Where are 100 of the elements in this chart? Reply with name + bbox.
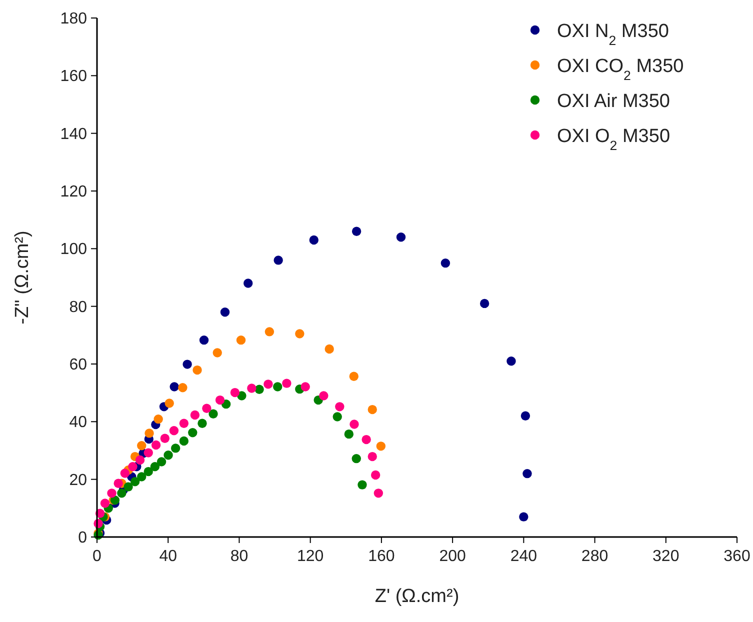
x-tick-label: 280 — [581, 548, 608, 565]
point — [332, 412, 342, 422]
y-tick-label: 100 — [60, 241, 88, 258]
x-tick-label: 80 — [230, 548, 248, 565]
point — [198, 418, 207, 428]
y-tick-label: 0 — [78, 530, 88, 546]
point — [368, 452, 377, 462]
y-tick-label: 60 — [69, 356, 88, 374]
point — [264, 327, 274, 336]
point — [169, 426, 179, 436]
point — [182, 360, 192, 369]
x-axis-title: Z' (Ω.cm²) — [374, 586, 460, 607]
point — [164, 398, 174, 408]
point — [264, 380, 273, 389]
point — [344, 429, 354, 439]
point — [300, 382, 310, 392]
point — [151, 440, 161, 450]
point — [324, 344, 334, 354]
point — [309, 235, 318, 245]
legend-label: OXI O$_{2}$ M350 — [557, 126, 670, 152]
point — [352, 226, 362, 236]
point — [282, 378, 292, 388]
point — [220, 308, 230, 317]
x-tick-label: 200 — [439, 548, 466, 565]
y-axis-title: -Z" (Ω.cm²) — [12, 230, 33, 324]
point — [154, 414, 163, 424]
point — [480, 298, 490, 308]
point — [440, 258, 450, 268]
y-tick-label: 40 — [69, 414, 88, 432]
point — [236, 335, 246, 345]
y-tick-label: 20 — [69, 472, 88, 489]
point — [370, 470, 380, 480]
x-tick-label: 120 — [296, 548, 324, 565]
point — [179, 436, 189, 446]
point — [376, 442, 386, 451]
point — [335, 402, 344, 412]
point — [244, 278, 253, 288]
point — [188, 428, 198, 438]
point — [107, 488, 116, 498]
point — [179, 418, 189, 428]
point — [144, 466, 153, 476]
point — [352, 454, 361, 464]
x-tick-label: 40 — [159, 548, 178, 565]
y-tick-label: 160 — [60, 68, 88, 86]
point — [247, 384, 256, 393]
point — [254, 384, 264, 394]
point — [156, 457, 166, 466]
point — [230, 388, 240, 398]
point — [170, 444, 180, 453]
point — [349, 372, 358, 381]
point — [135, 455, 145, 465]
point — [199, 335, 209, 345]
point — [208, 409, 218, 418]
point — [150, 462, 160, 472]
point — [374, 488, 384, 498]
y-tick-label: 140 — [60, 126, 88, 143]
point — [506, 356, 516, 366]
point — [192, 365, 202, 375]
point — [522, 468, 532, 478]
point — [160, 434, 170, 443]
point — [100, 498, 110, 508]
point — [273, 382, 282, 392]
x-tick-label: 240 — [510, 548, 538, 565]
x-tick-label: 320 — [652, 548, 680, 565]
y-tick-label: 80 — [69, 298, 88, 316]
point — [178, 383, 188, 392]
point — [519, 512, 528, 522]
point — [137, 472, 146, 482]
legend-label: OXI Air M350 — [557, 91, 670, 112]
point — [368, 404, 377, 414]
y-tick-label: 180 — [60, 10, 88, 28]
point — [170, 382, 179, 392]
legend-label: OXI N$_{2}$ M350 — [557, 21, 669, 48]
x-tick-label: 360 — [724, 548, 750, 565]
point — [124, 482, 133, 492]
x-tick-label: 160 — [368, 548, 395, 565]
point — [350, 420, 359, 429]
point — [144, 428, 154, 438]
point — [396, 232, 406, 242]
point — [215, 395, 225, 405]
point — [295, 329, 304, 338]
legend-label: OXI CO$_{2}$ M350 — [557, 56, 684, 82]
point — [114, 478, 123, 488]
point — [117, 488, 126, 498]
point — [319, 391, 328, 400]
point — [128, 462, 138, 472]
point — [190, 410, 200, 420]
point — [120, 468, 130, 478]
point — [358, 480, 367, 490]
x-tick-label: 0 — [92, 548, 102, 565]
point — [362, 434, 371, 444]
point — [520, 411, 530, 420]
point — [130, 477, 140, 486]
y-tick-label: 120 — [60, 184, 88, 200]
point — [202, 404, 212, 413]
point — [164, 450, 173, 460]
point — [274, 256, 283, 265]
point — [144, 448, 153, 458]
point — [137, 441, 146, 450]
point — [212, 348, 222, 358]
